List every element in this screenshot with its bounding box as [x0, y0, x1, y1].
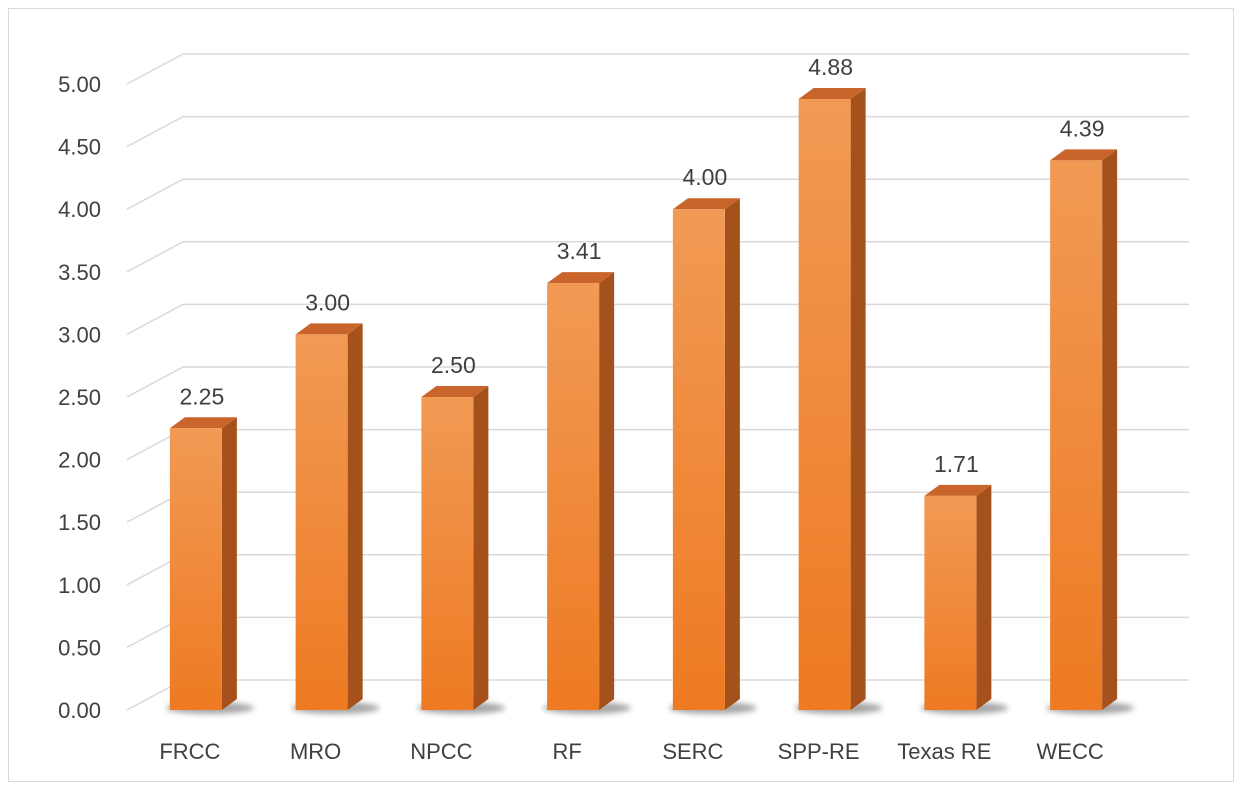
- bar-side: [221, 417, 237, 710]
- bar-side: [599, 272, 615, 710]
- y-tick-label: 1.00: [58, 573, 101, 598]
- bar-top: [672, 198, 740, 210]
- x-axis-categories: FRCC MRO NPCC RF SERC SPP-RE Texas RE WECC: [159, 739, 1104, 764]
- y-tick-label: 4.50: [58, 135, 101, 160]
- bar-texas-re: [920, 484, 1009, 714]
- y-tick-label: 2.50: [58, 385, 101, 410]
- y-tick-label: 1.50: [58, 510, 101, 535]
- bar-front: [798, 99, 851, 711]
- bar-wecc: [1046, 149, 1135, 714]
- bar-front: [295, 334, 348, 710]
- bar-mro: [291, 323, 380, 714]
- x-category-label: Texas RE: [897, 739, 991, 764]
- x-category-label: SPP-RE: [778, 739, 860, 764]
- gridline: [126, 366, 1189, 398]
- data-label: 2.50: [431, 352, 476, 378]
- data-label: 4.39: [1060, 115, 1105, 141]
- data-label: 3.41: [557, 238, 602, 264]
- bar-side: [1102, 149, 1118, 710]
- bar-serc: [668, 198, 757, 714]
- gridline: [126, 554, 1189, 586]
- y-tick-label: 0.50: [58, 635, 101, 660]
- gridline: [126, 679, 1189, 711]
- data-label: 4.00: [682, 164, 727, 190]
- data-label: 2.25: [179, 383, 224, 409]
- bar-frcc: [165, 417, 254, 714]
- y-tick-label: 4.00: [58, 197, 101, 222]
- bar-front: [924, 495, 977, 710]
- bar-rf: [543, 272, 632, 714]
- bar-top: [924, 484, 992, 496]
- gridline: [126, 115, 1189, 148]
- gridline: [126, 53, 1189, 85]
- gridline: [126, 178, 1189, 210]
- gridline: [126, 303, 1189, 336]
- gridlines: [126, 53, 1189, 711]
- bar-side: [724, 198, 740, 710]
- x-category-label: FRCC: [159, 739, 220, 764]
- data-label: 4.88: [808, 54, 853, 80]
- x-category-label: WECC: [1037, 739, 1104, 764]
- x-category-label: RF: [552, 739, 581, 764]
- data-labels: 2.25 3.00 2.50 3.41 4.00 4.88 1.71 4.39: [179, 54, 1104, 477]
- gridline: [126, 241, 1189, 273]
- x-category-label: SERC: [662, 739, 723, 764]
- bar-chart: 0.00 0.50 1.00 1.50 2.00 2.50 3.00 3.50 4.00 4.50…: [58, 53, 1189, 764]
- bar-top: [798, 88, 866, 100]
- x-category-label: NPCC: [410, 739, 472, 764]
- bar-front: [672, 209, 725, 710]
- bar-front: [1050, 160, 1103, 710]
- bar-spp-re: [794, 88, 883, 714]
- bar-side: [850, 88, 866, 711]
- gridline: [126, 616, 1189, 649]
- bar-top: [295, 323, 363, 335]
- y-tick-label: 2.00: [58, 448, 101, 473]
- bar-top: [421, 386, 489, 397]
- bar-side: [347, 323, 363, 710]
- y-tick-label: 3.00: [58, 322, 101, 347]
- bar-top: [169, 417, 237, 429]
- y-axis-ticks: 0.00 0.50 1.00 1.50 2.00 2.50 3.00 3.50 4.00 4.50…: [58, 72, 101, 723]
- bar-side: [473, 386, 489, 710]
- data-label: 3.00: [305, 289, 350, 315]
- bar-front: [547, 283, 600, 710]
- bar-front: [421, 397, 474, 710]
- bar-top: [1050, 149, 1118, 161]
- gridline: [126, 428, 1189, 461]
- bar-npcc: [417, 386, 506, 714]
- bars: [165, 88, 1135, 714]
- gridline: [126, 491, 1189, 523]
- y-tick-label: 3.50: [58, 260, 101, 285]
- y-tick-label: 0.00: [58, 698, 101, 723]
- bar-front: [169, 428, 222, 710]
- y-tick-label: 5.00: [58, 72, 101, 97]
- data-label: 1.71: [934, 451, 979, 477]
- bar-top: [547, 272, 615, 284]
- bar-side: [976, 484, 992, 710]
- x-category-label: MRO: [290, 739, 341, 764]
- chart-frame: 0.00 0.50 1.00 1.50 2.00 2.50 3.00 3.50 4.00 4.50…: [8, 8, 1234, 782]
